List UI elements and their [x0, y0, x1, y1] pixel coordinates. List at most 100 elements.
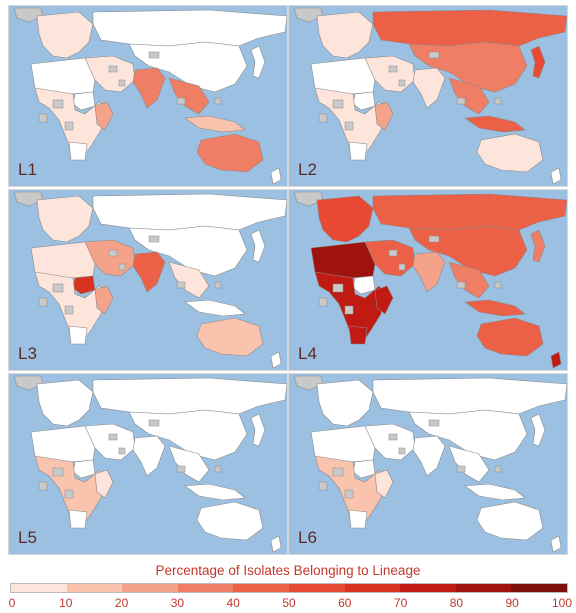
region-sudan	[72, 459, 96, 479]
legend-tick-label: 0	[8, 596, 16, 610]
nodata-country-0	[52, 99, 64, 109]
nodata-country-1	[38, 297, 48, 307]
legend-swatch-4	[233, 584, 289, 592]
nodata-country-6	[118, 263, 126, 271]
region-southafrica	[68, 325, 88, 345]
region-greenland	[13, 191, 44, 207]
region-newzealand	[270, 167, 282, 185]
region-greenland	[293, 375, 324, 391]
region-seasia	[168, 261, 210, 299]
nodata-country-1	[318, 481, 328, 491]
panel-label-l5: L5	[18, 528, 37, 547]
region-eastafrica	[94, 101, 114, 131]
legend-swatch-9	[511, 584, 567, 592]
nodata-country-4	[456, 465, 466, 473]
nodata-country-3	[428, 235, 440, 243]
region-newzealand	[550, 535, 562, 553]
panel-label-l6: L6	[298, 528, 317, 547]
region-southafrica	[68, 509, 88, 529]
region-eastafrica	[374, 101, 394, 131]
region-japan	[250, 45, 266, 79]
region-southafrica	[348, 509, 368, 529]
nodata-country-1	[318, 113, 328, 123]
nodata-country-4	[176, 97, 186, 105]
nodata-country-6	[118, 447, 126, 455]
legend-tick-label: 90	[505, 596, 519, 610]
world-map	[293, 7, 567, 185]
region-sudan	[352, 91, 376, 111]
nodata-country-2	[388, 249, 398, 257]
region-india	[412, 251, 446, 293]
nodata-country-3	[148, 235, 160, 243]
region-japan	[250, 413, 266, 447]
region-seasia	[448, 261, 490, 299]
nodata-country-3	[148, 51, 160, 59]
legend-swatch-7	[400, 584, 456, 592]
region-india	[412, 67, 446, 109]
nodata-country-5	[64, 305, 74, 315]
region-indonesia	[184, 115, 246, 133]
region-australia	[196, 501, 264, 541]
nodata-country-7	[214, 281, 222, 289]
panel-label-l4: L4	[298, 344, 317, 363]
region-southafrica	[348, 325, 368, 345]
nodata-country-2	[108, 65, 118, 73]
nodata-country-4	[176, 281, 186, 289]
legend-color-bar	[10, 583, 568, 593]
panel-label-l2: L2	[298, 160, 317, 179]
region-greenland	[13, 7, 44, 23]
region-indonesia	[464, 299, 526, 317]
nodata-country-0	[332, 283, 344, 293]
nodata-country-7	[494, 97, 502, 105]
region-europe	[316, 195, 374, 243]
world-map	[293, 375, 567, 553]
region-russia	[92, 193, 287, 231]
map-panel-l2: L2	[288, 5, 568, 187]
nodata-country-5	[344, 305, 354, 315]
region-sudan	[72, 275, 96, 295]
region-russia	[372, 9, 567, 47]
nodata-country-3	[428, 51, 440, 59]
legend-tick-label: 20	[114, 596, 129, 610]
nodata-country-6	[118, 79, 126, 87]
nodata-country-5	[344, 489, 354, 499]
legend-tick-label: 70	[393, 596, 408, 610]
world-map	[13, 375, 287, 553]
region-russia	[372, 377, 567, 415]
region-europe	[36, 11, 94, 59]
region-sudan	[352, 459, 376, 479]
region-japan	[250, 229, 266, 263]
legend-tick-label: 100	[551, 596, 573, 610]
region-australia	[476, 133, 544, 173]
region-europe	[316, 379, 374, 427]
region-indonesia	[464, 483, 526, 501]
map-panel-l1: L1	[8, 5, 288, 187]
region-southafrica	[348, 141, 368, 161]
region-australia	[476, 501, 544, 541]
map-panel-l5: L5	[8, 373, 288, 555]
nodata-country-1	[318, 297, 328, 307]
legend-swatch-5	[288, 584, 345, 592]
nodata-country-2	[108, 433, 118, 441]
nodata-country-7	[214, 465, 222, 473]
region-india	[132, 67, 166, 109]
lineage-map-grid: L1 L2 L3 L4 L5 L6	[8, 5, 568, 555]
legend-swatch-6	[344, 584, 401, 592]
region-india	[132, 251, 166, 293]
region-greenland	[293, 7, 324, 23]
region-indonesia	[184, 483, 246, 501]
legend-tick-label: 30	[170, 596, 185, 610]
region-greenland	[293, 191, 324, 207]
region-russia	[372, 193, 567, 231]
region-europe	[36, 195, 94, 243]
nodata-country-0	[332, 99, 344, 109]
nodata-country-4	[456, 97, 466, 105]
region-seasia	[168, 445, 210, 483]
map-panel-l3: L3	[8, 189, 288, 371]
legend-swatch-1	[66, 584, 123, 592]
nodata-country-6	[398, 79, 406, 87]
legend-swatch-8	[455, 584, 512, 592]
region-japan	[530, 413, 546, 447]
nodata-country-6	[398, 263, 406, 271]
region-newzealand	[270, 351, 282, 369]
